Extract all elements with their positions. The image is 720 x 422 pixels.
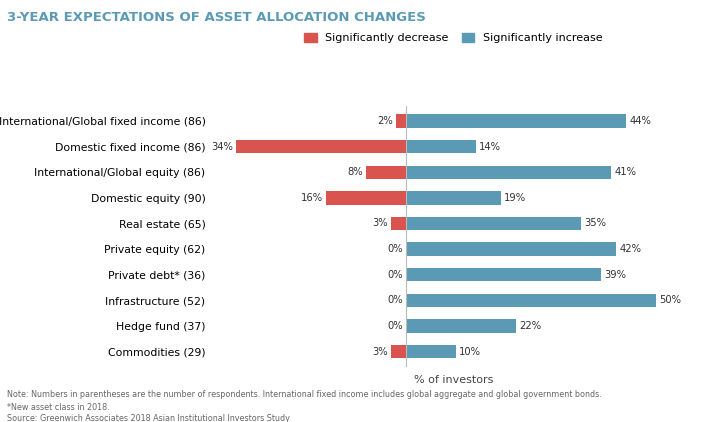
Text: 42%: 42% [619, 244, 642, 254]
Text: 8%: 8% [348, 167, 363, 177]
Bar [326, 191, 406, 205]
Bar [406, 217, 581, 230]
Text: 0%: 0% [387, 321, 403, 331]
Text: 3-YEAR EXPECTATIONS OF ASSET ALLOCATION CHANGES: 3-YEAR EXPECTATIONS OF ASSET ALLOCATION … [7, 11, 426, 24]
X-axis label: % of investors: % of investors [414, 376, 493, 385]
Text: Source: Greenwich Associates 2018 Asian Institutional Investors Study: Source: Greenwich Associates 2018 Asian … [7, 414, 290, 422]
Bar [406, 191, 501, 205]
Bar [406, 165, 611, 179]
Text: 39%: 39% [604, 270, 626, 280]
Text: 34%: 34% [211, 141, 233, 151]
Text: 50%: 50% [660, 295, 681, 306]
Text: 10%: 10% [459, 347, 481, 357]
Bar [406, 294, 656, 307]
Bar [406, 319, 516, 333]
Text: 3%: 3% [372, 219, 388, 228]
Bar [406, 114, 626, 127]
Text: 0%: 0% [387, 244, 403, 254]
Bar [406, 268, 601, 281]
Text: 3%: 3% [372, 347, 388, 357]
Text: 16%: 16% [301, 193, 323, 203]
Text: Note: Numbers in parentheses are the number of respondents. International fixed : Note: Numbers in parentheses are the num… [7, 390, 602, 399]
Bar [391, 345, 406, 358]
Text: *New asset class in 2018.: *New asset class in 2018. [7, 403, 110, 411]
Bar [391, 217, 406, 230]
Text: 0%: 0% [387, 295, 403, 306]
Bar [406, 243, 616, 256]
Text: 2%: 2% [377, 116, 393, 126]
Text: 14%: 14% [479, 141, 501, 151]
Text: 41%: 41% [614, 167, 636, 177]
Bar [236, 140, 406, 153]
Bar [366, 165, 406, 179]
Text: 0%: 0% [387, 270, 403, 280]
Bar [406, 140, 476, 153]
Text: 19%: 19% [504, 193, 526, 203]
Text: 35%: 35% [584, 219, 606, 228]
Bar [396, 114, 406, 127]
Text: 44%: 44% [629, 116, 651, 126]
Text: 22%: 22% [519, 321, 541, 331]
Legend: Significantly decrease, Significantly increase: Significantly decrease, Significantly in… [305, 33, 603, 43]
Bar [406, 345, 456, 358]
